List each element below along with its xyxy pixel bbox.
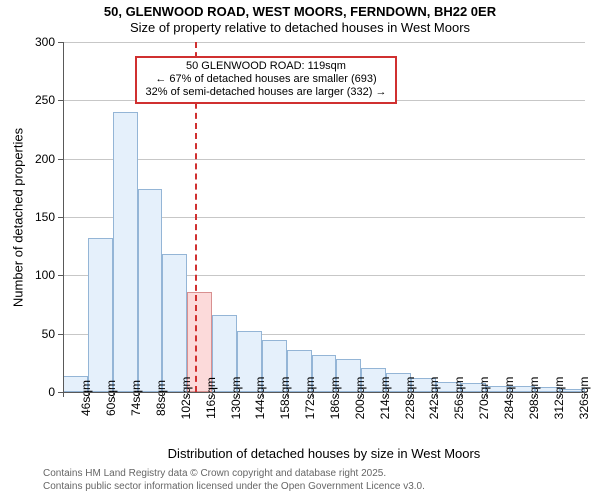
x-tick-label: 326sqm (577, 377, 591, 420)
histogram-bar (113, 112, 138, 392)
callout-box: 50 GLENWOOD ROAD: 119sqm← 67% of detache… (135, 56, 397, 104)
callout-line-1: 50 GLENWOOD ROAD: 119sqm (141, 60, 391, 73)
x-tick-label: 214sqm (378, 377, 392, 420)
histogram-bar (162, 254, 187, 392)
x-tick-label: 200sqm (353, 377, 367, 420)
x-tick-label: 144sqm (253, 377, 267, 420)
x-tick-label: 228sqm (403, 377, 417, 420)
x-tick-label: 298sqm (527, 377, 541, 420)
histogram-bar (88, 238, 113, 392)
x-tick-label: 158sqm (278, 377, 292, 420)
x-tick-label: 256sqm (452, 377, 466, 420)
x-tick-label: 172sqm (303, 377, 317, 420)
x-tick-label: 284sqm (502, 377, 516, 420)
x-tick-label: 46sqm (79, 380, 93, 416)
x-tick-label: 60sqm (104, 380, 118, 416)
callout-line-3: 32% of semi-detached houses are larger (… (141, 86, 391, 99)
x-tick-label: 116sqm (204, 377, 218, 419)
y-tick-label: 100 (0, 268, 55, 282)
callout-line-2: ← 67% of detached houses are smaller (69… (141, 73, 391, 86)
x-tick-label: 88sqm (154, 380, 168, 416)
chart-container: 50, GLENWOOD ROAD, WEST MOORS, FERNDOWN,… (0, 0, 600, 500)
y-axis-title: Number of detached properties (11, 128, 26, 308)
footer-attribution: Contains HM Land Registry data © Crown c… (43, 468, 425, 493)
y-tick-label: 200 (0, 152, 55, 166)
x-axis-line (63, 392, 585, 393)
grid-line (63, 159, 585, 160)
y-axis-line (63, 42, 64, 392)
x-tick-label: 130sqm (229, 377, 243, 420)
x-tick-label: 242sqm (427, 377, 441, 420)
chart-title-main: 50, GLENWOOD ROAD, WEST MOORS, FERNDOWN,… (0, 4, 600, 19)
y-tick-label: 300 (0, 35, 55, 49)
x-tick-label: 312sqm (552, 377, 566, 420)
grid-line (63, 42, 585, 43)
x-tick-label: 74sqm (129, 380, 143, 416)
footer-line-1: Contains HM Land Registry data © Crown c… (43, 468, 425, 481)
y-tick-label: 250 (0, 93, 55, 107)
x-axis-title: Distribution of detached houses by size … (63, 446, 585, 461)
x-tick-label: 186sqm (328, 377, 342, 420)
x-tick-label: 102sqm (179, 377, 193, 420)
footer-line-2: Contains public sector information licen… (43, 481, 425, 494)
chart-title-sub: Size of property relative to detached ho… (0, 20, 600, 35)
y-tick-label: 0 (0, 385, 55, 399)
y-tick-label: 150 (0, 210, 55, 224)
x-tick-label: 270sqm (477, 377, 491, 420)
y-tick-label: 50 (0, 327, 55, 341)
histogram-bar (138, 189, 163, 392)
